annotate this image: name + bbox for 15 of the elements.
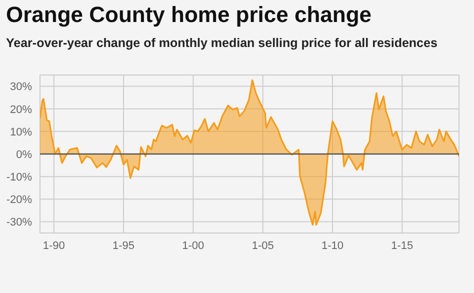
- chart-subtitle: Year-over-year change of monthly median selling price for all residences: [6, 36, 438, 50]
- chart-title: Orange County home price change: [6, 2, 372, 28]
- y-tick-label: -20%: [6, 194, 32, 206]
- x-tick-label: 1-10: [321, 240, 344, 252]
- y-tick-label: 0%: [16, 148, 32, 161]
- x-tick-label: 1-15: [391, 240, 414, 252]
- y-tick-label: 10%: [10, 126, 32, 138]
- x-tick-label: 1-05: [252, 240, 274, 252]
- x-tick-label: 1-95: [112, 240, 135, 252]
- y-tick-label: 30%: [10, 81, 32, 94]
- y-tick-label: 20%: [10, 104, 32, 116]
- y-tick-label: -10%: [6, 171, 32, 184]
- x-tick-label: 1-00: [182, 240, 204, 252]
- y-tick-label: -30%: [6, 216, 32, 229]
- x-tick-label: 1-90: [42, 240, 65, 252]
